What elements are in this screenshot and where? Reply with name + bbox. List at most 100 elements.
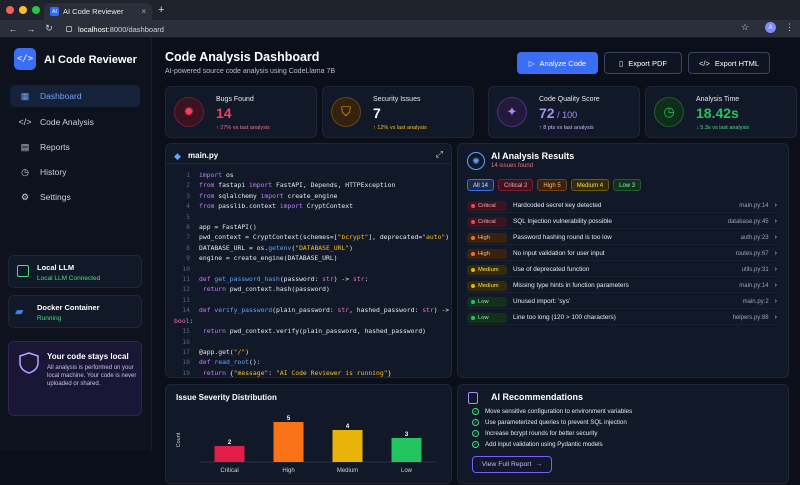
y-axis-label: Count bbox=[176, 432, 182, 447]
close-tab-icon[interactable]: × bbox=[141, 7, 146, 16]
sidebar-item-settings[interactable]: ⚙ Settings bbox=[10, 186, 140, 208]
chevron-right-icon[interactable]: › bbox=[774, 266, 777, 273]
code-icon: </> bbox=[698, 58, 710, 68]
severity-badge: Medium bbox=[467, 280, 507, 291]
view-full-report-button[interactable]: View Full Report → bbox=[472, 456, 552, 473]
issue-message: No input validation for user input bbox=[513, 250, 605, 257]
filter-medium[interactable]: Medium 4 bbox=[570, 179, 610, 191]
chevron-right-icon[interactable]: › bbox=[774, 218, 777, 225]
minimize-window-button[interactable] bbox=[19, 6, 27, 14]
address-bar[interactable]: localhost:8000/dashboard bbox=[66, 23, 746, 35]
sidebar-item-history[interactable]: ◷ History bbox=[10, 161, 140, 183]
code-content[interactable]: 1 import os 2 from fastapi import FastAPI,… bbox=[174, 171, 450, 377]
severity-dot-icon bbox=[471, 219, 475, 224]
site-info-icon[interactable] bbox=[66, 26, 72, 32]
recommendation-item: ✓ Increase bcrypt rounds for better secur… bbox=[472, 430, 597, 437]
chevron-right-icon[interactable]: › bbox=[774, 250, 777, 257]
sidebar-item-label: Code Analysis bbox=[40, 117, 94, 127]
filter-all[interactable]: All 14 bbox=[467, 179, 495, 191]
sidebar-item-dashboard[interactable]: ▦ Dashboard bbox=[10, 85, 140, 107]
analyze-code-label: Analyze Code bbox=[539, 58, 587, 68]
export-html-button[interactable]: </> Export HTML bbox=[688, 52, 770, 74]
analyze-code-button[interactable]: ▷ Analyze Code bbox=[517, 52, 598, 74]
python-icon: ◆ bbox=[174, 151, 181, 161]
stat-change: ↑ 27% vs last analysis bbox=[216, 125, 270, 131]
issue-message: Unused import: 'sys' bbox=[513, 298, 571, 305]
reload-icon[interactable]: ↻ bbox=[45, 23, 53, 33]
severity-dot-icon bbox=[471, 251, 475, 256]
issue-message: Line too long (120 > 100 characters) bbox=[513, 314, 616, 321]
expand-icon[interactable]: ⤢ bbox=[435, 149, 443, 159]
recommendation-item: ✓ Add input validation using Pydantic mod… bbox=[472, 441, 603, 448]
llm-title: Local LLM bbox=[37, 263, 75, 272]
privacy-description: All analysis is performed on your local … bbox=[47, 365, 137, 387]
sidebar-item-reports[interactable]: ▤ Reports bbox=[10, 136, 140, 158]
close-window-button[interactable] bbox=[6, 6, 14, 14]
stat-value: 18.42s bbox=[696, 105, 739, 121]
new-tab-icon[interactable]: + bbox=[158, 4, 165, 16]
filter-count: 2 bbox=[524, 183, 528, 189]
filter-label: All bbox=[473, 183, 480, 189]
issue-row[interactable]: Low Unused import: 'sys' main.py:2 › bbox=[467, 295, 777, 309]
issue-row[interactable]: Medium Missing type hints in function par… bbox=[467, 279, 777, 293]
check-icon: ✓ bbox=[472, 419, 479, 426]
issue-row[interactable]: Critical Hardcoded secret key detected mai… bbox=[467, 199, 777, 213]
chevron-right-icon[interactable]: › bbox=[774, 202, 777, 209]
stat-card-security: ⛉ Security Issues 7 ↑ 12% vs last analys… bbox=[322, 86, 474, 138]
maximize-window-button[interactable] bbox=[32, 6, 40, 14]
check-icon: ✓ bbox=[472, 408, 479, 415]
bookmark-star-icon[interactable]: ☆ bbox=[741, 22, 750, 32]
view-full-report-label: View Full Report bbox=[481, 461, 532, 468]
grid-icon: ▦ bbox=[20, 90, 30, 101]
play-icon: ▷ bbox=[528, 58, 535, 68]
sidebar-item-code-analysis[interactable]: </> Code Analysis bbox=[10, 111, 140, 133]
recommendation-text: Increase bcrypt rounds for better securi… bbox=[485, 430, 598, 437]
sidebar: </> AI Code Reviewer ▦ Dashboard </> Cod… bbox=[0, 38, 152, 450]
bar-value-label: 2 bbox=[228, 440, 232, 446]
issue-location: main.py:14 bbox=[739, 202, 769, 209]
severity-label: Low bbox=[478, 298, 489, 305]
issue-location: helpers.py:88 bbox=[732, 314, 769, 321]
severity-label: Low bbox=[478, 314, 489, 321]
chevron-right-icon[interactable]: › bbox=[774, 314, 777, 321]
browser-tab-strip: AI AI Code Reviewer × + bbox=[0, 0, 800, 20]
severity-badge: Low bbox=[467, 296, 507, 307]
filter-critical[interactable]: Critical 2 bbox=[498, 179, 534, 191]
privacy-card: Your code stays local All analysis is pe… bbox=[8, 341, 142, 416]
chevron-right-icon[interactable]: › bbox=[774, 298, 777, 305]
issue-location: utils.py:31 bbox=[741, 266, 769, 273]
filter-label: Low bbox=[619, 183, 631, 189]
filter-low[interactable]: Low 3 bbox=[613, 179, 642, 191]
browser-menu-icon[interactable]: ⋮ bbox=[785, 22, 794, 32]
clock-icon: ◷ bbox=[21, 166, 29, 177]
export-html-label: Export HTML bbox=[714, 58, 760, 68]
severity-label: Critical bbox=[478, 202, 496, 209]
filter-label: Medium bbox=[576, 183, 599, 189]
filter-high[interactable]: High 5 bbox=[537, 179, 567, 191]
issue-row[interactable]: High Password hashing round is too low aut… bbox=[467, 231, 777, 245]
browser-tab[interactable]: AI AI Code Reviewer × bbox=[44, 3, 152, 20]
severity-dot-icon bbox=[471, 315, 475, 320]
filter-count: 4 bbox=[599, 183, 604, 189]
forward-icon[interactable]: → bbox=[26, 23, 36, 34]
issue-row[interactable]: Critical SQL Injection vulnerability poss… bbox=[467, 215, 777, 229]
chevron-right-icon[interactable]: › bbox=[774, 234, 777, 241]
profile-avatar[interactable]: A bbox=[765, 22, 776, 33]
url-rest: :8000/dashboard bbox=[107, 24, 164, 34]
issue-row[interactable]: Medium Use of deprecated function utils.py… bbox=[467, 263, 777, 277]
severity-dot-icon bbox=[471, 299, 475, 304]
filter-count: 3 bbox=[631, 183, 636, 189]
severity-dot-icon bbox=[471, 235, 475, 240]
export-pdf-button[interactable]: ▯ Export PDF bbox=[604, 52, 682, 74]
app-name: AI Code Reviewer bbox=[44, 54, 137, 66]
issue-row[interactable]: High No input validation for user input ro… bbox=[467, 247, 777, 261]
issue-row[interactable]: Low Line too long (120 > 100 characters) h… bbox=[467, 311, 777, 325]
stat-value: 14 bbox=[216, 105, 232, 121]
severity-badge: Medium bbox=[467, 264, 507, 275]
chevron-right-icon[interactable]: › bbox=[774, 282, 777, 289]
back-icon[interactable]: ← bbox=[8, 23, 18, 34]
severity-label: High bbox=[478, 250, 490, 257]
code-icon: </> bbox=[18, 117, 32, 127]
stat-card-bugs: ✹ Bugs Found 14 ↑ 27% vs last analysis bbox=[165, 86, 317, 138]
pdf-icon: ▯ bbox=[619, 58, 624, 68]
